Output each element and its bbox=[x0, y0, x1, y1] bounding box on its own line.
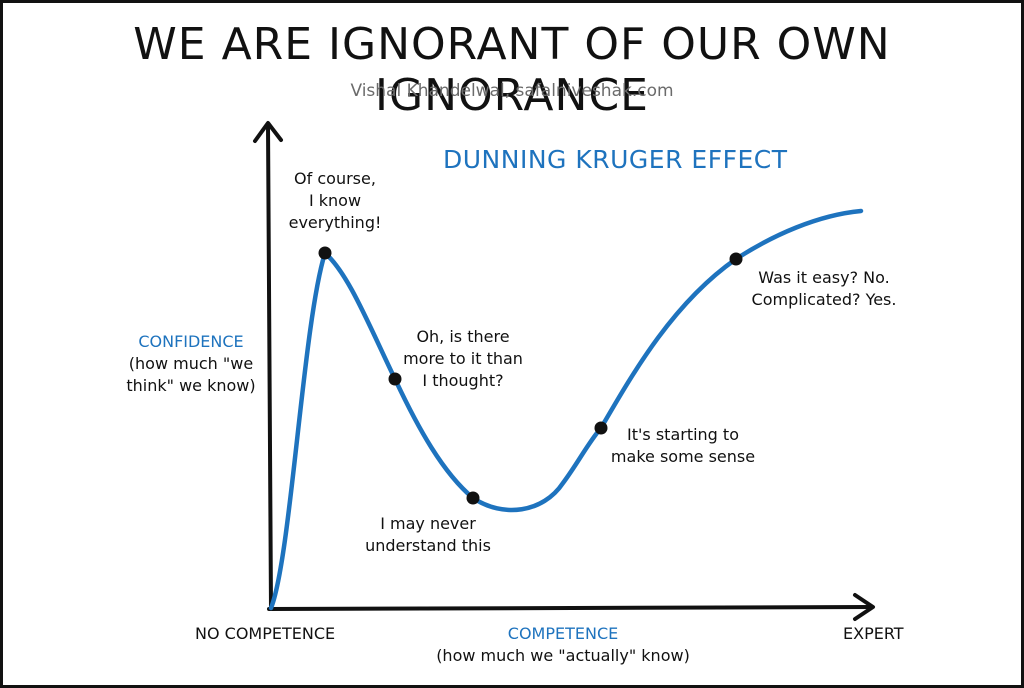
annotation-expertise-line: Complicated? Yes. bbox=[751, 290, 897, 309]
annotation-realization-line: I thought? bbox=[422, 371, 504, 390]
y-axis-sublabel-line: think" we know) bbox=[126, 376, 256, 395]
annotation-expertise: Was it easy? No. Complicated? Yes. bbox=[739, 267, 909, 311]
point-realization bbox=[388, 372, 402, 386]
page-title: WE ARE IGNORANT OF OUR OWN IGNORANCE bbox=[133, 19, 891, 121]
y-axis-label-block: CONFIDENCE (how much "we think" we know) bbox=[111, 331, 271, 397]
annotation-peak-line: everything! bbox=[288, 213, 382, 232]
point-valley bbox=[466, 491, 480, 505]
x-axis-arrow-icon bbox=[853, 593, 875, 621]
annotation-recovery: It's starting to make some sense bbox=[603, 424, 763, 468]
annotation-peak-line: Of course, bbox=[294, 169, 376, 188]
annotation-valley-line: I may never bbox=[380, 514, 476, 533]
x-axis-left-end-label: NO COMPETENCE bbox=[195, 624, 336, 643]
point-expertise bbox=[729, 252, 743, 266]
annotation-recovery-line: make some sense bbox=[610, 447, 756, 466]
y-axis-arrow-icon bbox=[253, 121, 283, 143]
annotation-realization-line: more to it than bbox=[403, 349, 523, 368]
x-axis-line bbox=[267, 605, 873, 611]
annotation-realization-line: Oh, is there bbox=[416, 327, 510, 346]
x-axis-sublabel: (how much we "actually" know) bbox=[436, 646, 690, 665]
point-recovery bbox=[594, 421, 608, 435]
annotation-recovery-line: It's starting to bbox=[627, 425, 739, 444]
y-axis-sublabel-line: (how much "we bbox=[128, 354, 254, 373]
annotation-expertise-line: Was it easy? No. bbox=[758, 268, 890, 287]
y-axis-line bbox=[266, 123, 273, 611]
annotation-realization: Oh, is there more to it than I thought? bbox=[393, 326, 533, 392]
x-axis-label-block: COMPETENCE (how much we "actually" know) bbox=[423, 623, 703, 667]
page-subtitle: Vishal Khandelwal, safalniveshak.com bbox=[350, 81, 674, 101]
point-peak bbox=[318, 246, 332, 260]
effect-title: DUNNING KRUGER EFFECT bbox=[443, 145, 788, 174]
x-axis-label: COMPETENCE bbox=[507, 624, 619, 643]
x-axis-right-end-label: EXPERT bbox=[843, 624, 904, 643]
annotation-peak-line: I know bbox=[308, 191, 362, 210]
annotation-valley: I may never understand this bbox=[353, 513, 503, 557]
y-axis-label: CONFIDENCE bbox=[138, 332, 244, 351]
chart-svg bbox=[253, 121, 875, 621]
annotation-valley-line: understand this bbox=[365, 536, 491, 555]
annotation-peak: Of course, I know everything! bbox=[275, 168, 395, 234]
